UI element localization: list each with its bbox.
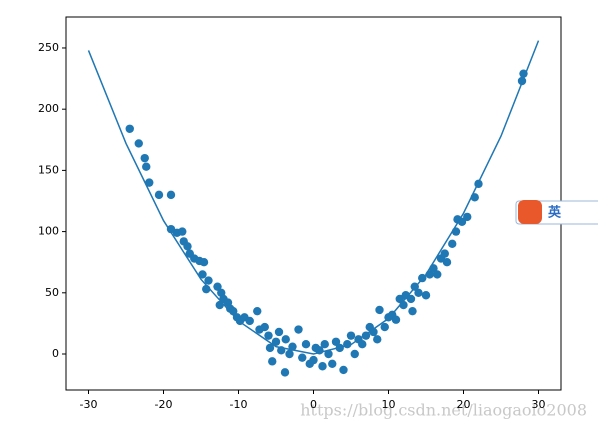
scatter-point	[315, 346, 324, 355]
scatter-point	[324, 349, 333, 359]
scatter-point	[375, 305, 384, 315]
plot-frame	[65, 16, 562, 391]
scatter-point	[395, 294, 404, 304]
scatter-point	[470, 193, 479, 202]
scatter-point	[410, 282, 419, 291]
scatter-point	[213, 282, 222, 291]
scatter-point	[474, 179, 483, 189]
watermark: https://blog.csdn.net/liaogaolo2008	[300, 401, 587, 420]
scatter-point	[125, 124, 134, 133]
y-tick-label: 50	[45, 286, 59, 299]
scatter-point	[281, 335, 290, 344]
scatter-point	[343, 340, 352, 349]
scatter-point	[215, 300, 224, 310]
scatter-point	[457, 217, 467, 227]
scatter-point	[406, 294, 416, 304]
ime-label: 英	[547, 205, 562, 221]
scatter-point	[229, 306, 238, 316]
scatter-point	[339, 365, 348, 375]
scatter-point	[268, 357, 277, 366]
scatter-point	[448, 239, 457, 249]
y-tick-label: 100	[38, 225, 59, 238]
scatter-point	[335, 343, 344, 353]
scatter-point	[199, 257, 209, 267]
scatter-point	[442, 257, 452, 267]
x-tick-label: -20	[155, 398, 173, 411]
scatter-point	[274, 327, 284, 337]
x-tick-label: -30	[80, 398, 98, 411]
scatter-point	[198, 270, 207, 279]
scatter-point	[253, 306, 262, 316]
scatter-point	[373, 335, 382, 344]
scatter-point	[204, 276, 213, 285]
scatter-point	[318, 362, 327, 371]
scatter-point	[285, 349, 294, 359]
scatter-point	[309, 355, 318, 365]
ime-widget: 英	[515, 200, 598, 225]
scatter-point	[178, 227, 187, 236]
x-tick-label: 10	[382, 398, 396, 411]
scatter-point	[361, 331, 371, 340]
scatter-point	[425, 270, 434, 279]
scatter-point	[519, 69, 528, 78]
scatter-point	[288, 342, 297, 351]
ime-icon	[518, 200, 542, 224]
scatter-point	[277, 346, 286, 355]
scatter-point	[145, 178, 154, 187]
scatter-point	[331, 337, 341, 346]
scatter-point	[134, 139, 143, 148]
scatter-point	[301, 340, 311, 349]
scatter-point	[350, 349, 359, 359]
scatter-point	[358, 340, 367, 349]
scatter-point	[294, 325, 303, 334]
scatter-point	[264, 331, 273, 340]
scatter-point	[298, 353, 307, 362]
scatter-point	[202, 284, 211, 294]
scatter-point	[265, 343, 275, 353]
line	[87, 40, 540, 355]
scatter-point	[380, 322, 389, 332]
scatter-point	[414, 288, 423, 298]
scatter-point	[369, 327, 378, 337]
scatter-point	[421, 291, 431, 300]
scatter-point	[463, 212, 472, 222]
scatter-point	[399, 300, 408, 310]
scatter-point	[429, 264, 438, 273]
scatter-point	[346, 331, 356, 340]
scatter-point	[154, 190, 164, 200]
scatter-point	[166, 190, 176, 200]
y-tick-label: 0	[52, 347, 59, 360]
scatter-point	[166, 224, 176, 234]
scatter-point	[280, 368, 290, 377]
scatter-point	[440, 249, 449, 258]
y-tick-label: 150	[38, 163, 59, 176]
scatter-point	[183, 242, 192, 251]
scatter-point	[433, 270, 442, 279]
scatter-point	[451, 227, 461, 236]
y-tick-label: 250	[38, 41, 59, 54]
scatter-point	[517, 76, 527, 86]
scatter-point	[271, 337, 281, 346]
scatter-point	[418, 273, 427, 283]
scatter-point	[391, 315, 401, 324]
y-tick-label: 200	[38, 102, 59, 115]
scatter-point	[260, 322, 269, 332]
scatter-point	[408, 306, 417, 316]
x-tick-label: 0	[310, 398, 317, 411]
x-tick-label: 20	[457, 398, 471, 411]
scatter-point	[328, 359, 337, 369]
scatter-point	[245, 316, 254, 326]
scatter-point	[320, 340, 329, 349]
x-tick-label: -10	[230, 398, 248, 411]
x-tick-label: 30	[532, 398, 546, 411]
scatter-point	[142, 162, 151, 171]
scatter-point	[140, 153, 149, 163]
